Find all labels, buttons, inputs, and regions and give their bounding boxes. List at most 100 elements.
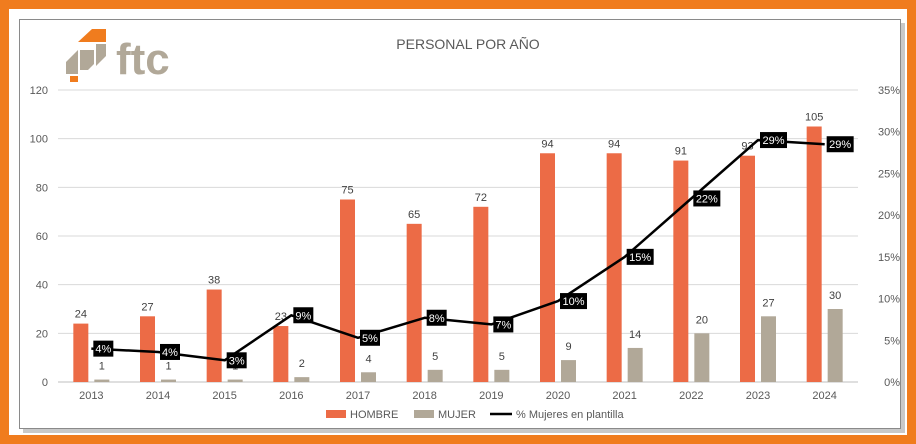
y-left-tick-label: 120 [30, 85, 48, 97]
pct-line [91, 138, 825, 362]
pct-label-box [226, 352, 247, 369]
x-axis: 2013 2014 2015 2016 2017 2018 2019 2020 2021 2022… [79, 390, 837, 402]
logo-mark-icon [66, 29, 106, 82]
pct-label-box [626, 248, 654, 265]
legend-label-mujer: MUJER [438, 409, 476, 421]
y-left-tick-label: 20 [36, 328, 48, 340]
bar-hombre-label: 105 [805, 112, 823, 124]
bar-mujer-label: 9 [565, 341, 571, 353]
bar-mujer-label: 4 [365, 353, 371, 365]
bar-mujer-label: 20 [696, 314, 708, 326]
bar-mujer [494, 369, 510, 382]
bar-hombre [73, 323, 89, 382]
pct-label-box [693, 190, 721, 207]
legend-label-pct: % Mujeres en plantilla [516, 409, 624, 421]
pct-label: 29% [829, 139, 851, 151]
x-tick-label: 2013 [79, 390, 103, 402]
pct-label: 3% [229, 355, 245, 367]
y-left-tick-label: 80 [36, 182, 48, 194]
bar-mujer-label: 1 [165, 361, 171, 373]
bar-mujer [94, 379, 110, 382]
bar-labels: 2412713812327546557259499414912093271053… [75, 112, 842, 373]
bar-hombre [206, 289, 222, 382]
y-right-tick-label: 0% [884, 377, 900, 389]
gridlines [58, 89, 858, 383]
bar-hombre-label: 65 [408, 209, 420, 221]
legend: HOMBRE MUJER % Mujeres en plantilla [326, 409, 624, 421]
bar-hombre [806, 126, 822, 382]
y-left-tick-label: 40 [36, 280, 48, 292]
x-tick-label: 2022 [679, 390, 703, 402]
x-tick-label: 2024 [812, 390, 836, 402]
pct-label-box [293, 307, 314, 324]
bars [73, 126, 843, 382]
y-right-tick-label: 5% [884, 335, 900, 347]
pct-label: 4% [95, 344, 111, 356]
bar-mujer [694, 333, 710, 382]
bar-mujer-label: 14 [629, 329, 641, 341]
bar-hombre-label: 94 [541, 138, 553, 150]
chart-panel: ftc PERSONAL POR AÑO 0 20 40 60 80 100 120 0% 5… [19, 19, 901, 429]
bar-hombre-label: 94 [608, 138, 620, 150]
bar-mujer [761, 316, 776, 382]
bar-hombre [540, 153, 555, 382]
pct-label: 4% [162, 347, 178, 359]
bar-mujer-label: 30 [829, 290, 841, 302]
bar-mujer-label: 5 [499, 351, 505, 363]
x-tick-label: 2020 [546, 390, 570, 402]
pct-label: 8% [429, 313, 445, 325]
pct-label-box [760, 132, 787, 149]
pct-label-box [93, 340, 114, 357]
bar-hombre-label: 27 [141, 301, 153, 313]
bar-mujer-label: 1 [99, 361, 105, 373]
pct-label: 7% [495, 319, 511, 331]
y-left-tick-label: 100 [30, 134, 48, 146]
bar-mujer [827, 309, 843, 382]
y-axis-left: 0 20 40 60 80 100 120 [30, 85, 48, 389]
bar-mujer-label: 27 [762, 297, 774, 309]
y-right-tick-label: 20% [878, 210, 900, 222]
legend-label-hombre: HOMBRE [350, 409, 398, 421]
y-right-tick-label: 15% [878, 252, 900, 264]
y-left-tick-label: 0 [42, 377, 48, 389]
bar-hombre-label: 38 [208, 275, 220, 287]
pct-label-box [360, 329, 380, 346]
logo-text: ftc [116, 35, 170, 84]
bar-hombre-label: 75 [341, 185, 353, 197]
bar-hombre [406, 223, 422, 382]
bar-mujer [294, 377, 310, 382]
logo: ftc [66, 29, 170, 84]
pct-label: 15% [629, 252, 651, 264]
bar-hombre [273, 326, 289, 382]
y-right-tick-label: 30% [878, 127, 900, 139]
pct-label: 10% [562, 296, 584, 308]
pct-label-box [560, 293, 587, 310]
pct-label: 5% [362, 333, 378, 345]
bar-hombre [140, 316, 155, 382]
legend-swatch-hombre [326, 410, 346, 418]
y-axis-right: 0% 5% 10% 15% 20% 25% 30% 35% [878, 85, 900, 389]
x-tick-label: 2021 [612, 390, 636, 402]
y-right-tick-label: 25% [878, 168, 900, 180]
bar-mujer-label: 2 [299, 358, 305, 370]
x-tick-label: 2014 [146, 390, 170, 402]
y-left-tick-label: 60 [36, 231, 48, 243]
pct-label: 29% [762, 135, 784, 147]
x-tick-label: 2023 [746, 390, 770, 402]
legend-swatch-mujer [414, 410, 434, 418]
bar-hombre [473, 206, 489, 382]
bar-mujer [227, 379, 243, 382]
x-tick-label: 2018 [412, 390, 436, 402]
line-series: 4% 4% 3% 9% 5% 8% 7% 10% 15% 22% 29% 29% [91, 132, 854, 369]
x-tick-label: 2015 [212, 390, 236, 402]
pct-label: 9% [295, 310, 311, 322]
pct-label-box [493, 316, 514, 333]
pct-label: 22% [696, 193, 718, 205]
x-tick-label: 2017 [346, 390, 370, 402]
x-tick-label: 2016 [279, 390, 303, 402]
bar-hombre [340, 199, 355, 382]
chart-title: PERSONAL POR AÑO [396, 36, 540, 52]
pct-label-box [426, 309, 447, 326]
y-right-tick-label: 35% [878, 85, 900, 97]
